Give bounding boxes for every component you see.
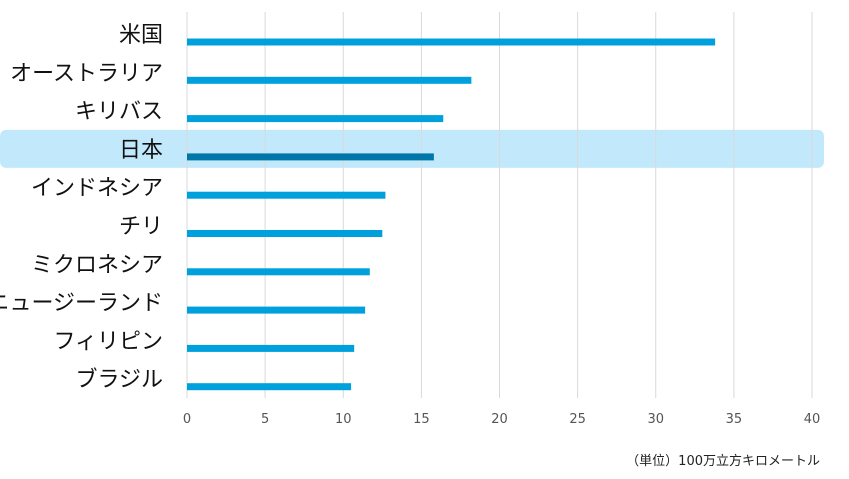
bar <box>187 344 355 352</box>
category-label: キリバス <box>75 100 163 125</box>
bar <box>187 76 472 84</box>
bars <box>187 38 716 391</box>
x-axis-tick-labels: 0 5 10 15 20 25 30 35 40 <box>183 412 820 427</box>
category-label: フィリピン <box>53 329 163 354</box>
unit-label: （単位）100万立方キロメートル <box>626 453 820 469</box>
x-tick-label: 40 <box>804 412 821 427</box>
x-tick-label: 0 <box>183 412 191 427</box>
bar <box>187 115 444 123</box>
gridlines <box>186 12 813 398</box>
bar <box>187 191 386 199</box>
x-tick-label: 30 <box>647 412 664 427</box>
x-tick-label: 10 <box>335 412 352 427</box>
bar <box>187 230 383 237</box>
x-tick-label: 25 <box>569 412 586 427</box>
bar <box>187 383 352 391</box>
bar <box>187 38 716 46</box>
category-label: オーストラリア <box>10 61 163 86</box>
category-labels: 米国オーストラリアキリバス日本インドネシアチリミクロネシアニュージーランドフィリ… <box>0 23 163 393</box>
bar <box>187 268 370 276</box>
bar <box>187 306 366 314</box>
bar <box>187 153 434 161</box>
category-label: ミクロネシア <box>31 253 163 278</box>
x-tick-label: 15 <box>413 412 430 427</box>
category-label: 米国 <box>119 23 163 48</box>
category-label: 日本 <box>119 138 163 163</box>
x-tick-label: 35 <box>726 412 743 427</box>
x-tick-label: 20 <box>491 412 508 427</box>
category-label: インドネシア <box>31 176 163 201</box>
category-label: ブラジル <box>75 368 163 393</box>
x-tick-label: 5 <box>261 412 269 427</box>
category-label: チリ <box>119 215 163 240</box>
category-label: ニュージーランド <box>0 291 163 316</box>
